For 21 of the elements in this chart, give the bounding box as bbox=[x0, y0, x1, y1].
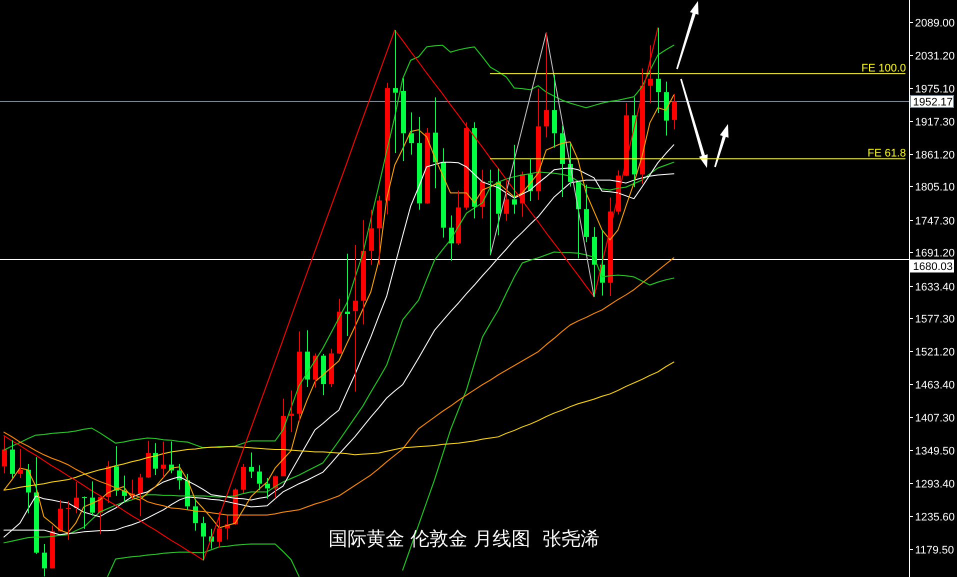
y-tick-label: 1861.20 bbox=[915, 149, 955, 162]
y-tick-label: 1691.20 bbox=[915, 247, 955, 260]
y-tick-label: 1805.10 bbox=[915, 181, 955, 194]
y-tick-label: 1293.40 bbox=[915, 478, 955, 490]
y-tick-label: 1747.30 bbox=[915, 215, 955, 228]
y-tick-label: 2089.00 bbox=[915, 17, 955, 30]
annotation: FE 100.0 bbox=[861, 62, 906, 74]
y-tick-label: 2031.20 bbox=[915, 50, 955, 62]
y-tick-label: 1577.30 bbox=[915, 313, 955, 326]
y-tick-label: 1407.30 bbox=[915, 412, 955, 424]
y-tick-label: 1179.50 bbox=[915, 544, 954, 556]
y-tick-label: 1349.50 bbox=[915, 445, 955, 458]
ref-line-label: 1952.17 bbox=[913, 96, 953, 108]
y-tick-label: 1463.40 bbox=[915, 379, 955, 392]
y-tick-label: 1235.60 bbox=[915, 511, 955, 524]
y-tick-label: 1975.10 bbox=[915, 83, 955, 96]
y-tick-label: 1521.20 bbox=[915, 346, 955, 358]
ref-line-label: 1680.03 bbox=[913, 260, 953, 273]
y-tick-label: 1917.30 bbox=[915, 116, 955, 128]
y-tick-label: 1633.40 bbox=[915, 281, 955, 294]
annotation: FE 61.8 bbox=[867, 148, 906, 160]
